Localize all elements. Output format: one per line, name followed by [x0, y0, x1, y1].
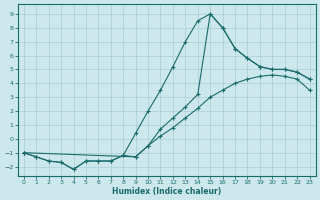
X-axis label: Humidex (Indice chaleur): Humidex (Indice chaleur) — [112, 187, 221, 196]
